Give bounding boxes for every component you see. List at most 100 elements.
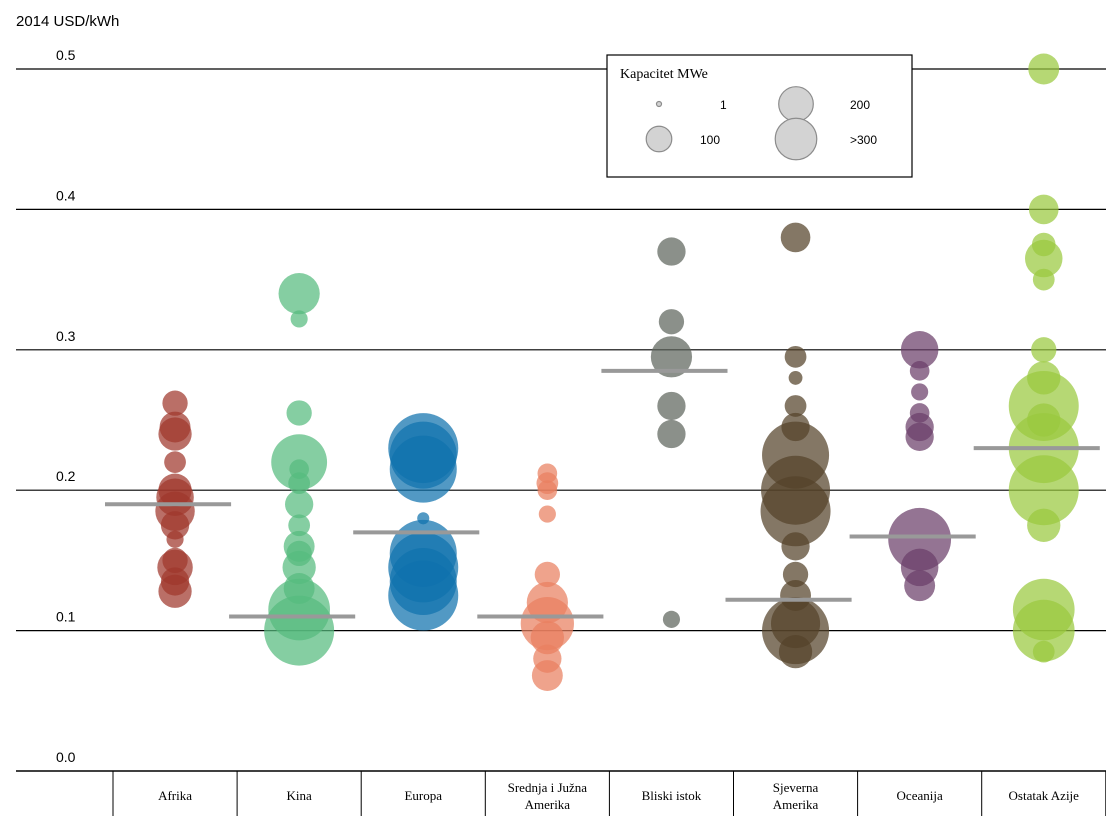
y-tick-label: 0.5 [56, 47, 76, 63]
bubble [781, 532, 810, 561]
bubble [1032, 268, 1055, 291]
category-label-srednja-i-juzna-amerika: Amerika [525, 797, 571, 812]
legend-bubble-100 [645, 125, 673, 153]
category-label-oceanija: Oceanija [897, 788, 943, 803]
legend: Kapacitet MWe 1 200 100 >300 [606, 54, 913, 178]
bubble [162, 390, 188, 416]
bubble [1008, 455, 1079, 526]
bubble [657, 237, 686, 266]
series-afrika [155, 390, 195, 608]
legend-bubble [774, 117, 818, 161]
y-tick-layer: 0.0 0.1 0.2 0.3 0.4 0.5 [56, 47, 76, 765]
y-tick-label: 0.4 [56, 187, 76, 203]
bubble [770, 599, 821, 649]
bubble [389, 435, 457, 503]
bubble [537, 463, 558, 484]
y-tick-label: 0.1 [56, 609, 76, 625]
bubble [650, 336, 693, 378]
bubble [888, 507, 952, 571]
bubble [160, 567, 190, 596]
bubble [537, 480, 558, 501]
bubble [781, 412, 810, 442]
bubble [162, 547, 188, 574]
bubble [911, 383, 929, 401]
legend-size-label: 1 [720, 98, 727, 112]
bubble [762, 421, 830, 489]
bubble [1028, 194, 1059, 225]
bubble [288, 514, 311, 537]
bubble [534, 561, 560, 588]
bubble [788, 370, 803, 385]
bubble [657, 391, 686, 421]
bubble [1031, 232, 1056, 257]
y-tick-label: 0.0 [56, 749, 76, 765]
series-oceanija [888, 331, 952, 602]
series-europa [388, 413, 459, 631]
bubble [526, 581, 568, 624]
legend-bubble-300 [774, 117, 818, 161]
bubble [909, 403, 930, 423]
category-label-srednja-i-juzna-amerika: Srednja i Južna [508, 780, 588, 795]
legend-box [606, 54, 913, 178]
bubble [290, 310, 308, 328]
x-axis: Afrika Kina Europa Srednja i Južna Amerika Bl… [16, 770, 1106, 816]
legend-bubble [645, 125, 673, 153]
bubble [658, 309, 685, 335]
bubble [289, 459, 309, 479]
bubble [780, 580, 812, 611]
average-line-layer [105, 368, 1100, 619]
series-kina [264, 273, 335, 666]
legend-bubble [655, 100, 663, 108]
legend-bubble-200 [778, 86, 814, 122]
legend-bubble-1 [655, 100, 663, 108]
bubble [164, 451, 186, 473]
bubble [1028, 53, 1060, 85]
y-tick-label: 0.2 [56, 468, 76, 484]
bubble [158, 473, 192, 507]
bubble [160, 511, 190, 540]
legend-size-label: >300 [850, 133, 877, 147]
legend-size-label: 200 [850, 98, 870, 112]
bubble [1027, 508, 1061, 542]
bubble [283, 573, 315, 604]
category-label-sjeverna-amerika: Amerika [773, 797, 819, 812]
legend-size-label: 100 [700, 133, 720, 147]
bubble [784, 345, 807, 368]
bubble [268, 578, 331, 641]
series-sjeverna-amerika [760, 222, 831, 669]
category-label-europa: Europa [404, 788, 442, 803]
bubble [286, 400, 312, 426]
bubble [909, 361, 930, 381]
bubble-layer [155, 53, 1079, 691]
category-label-bliski-istok: Bliski istok [642, 788, 702, 803]
category-label-kina: Kina [287, 788, 313, 803]
bubble [657, 419, 686, 449]
bubble [533, 644, 562, 673]
bubble [1027, 361, 1061, 395]
bubble [278, 273, 320, 315]
bubble [288, 472, 311, 495]
bubble [1031, 337, 1057, 363]
category-label-sjeverna-amerika: Sjeverna [773, 780, 819, 795]
category-label-afrika: Afrika [158, 788, 192, 803]
bubble [286, 540, 312, 567]
y-axis-label: 2014 USD/kWh [16, 13, 119, 30]
bubble [900, 331, 939, 369]
bubble [389, 547, 457, 615]
category-label-ostatak-azije: Ostatak Azije [1009, 788, 1080, 803]
grid-layer [16, 68, 1106, 632]
bubble [782, 561, 809, 588]
bubble [159, 411, 191, 443]
bubble [784, 395, 807, 417]
bubble [285, 490, 314, 519]
bubble [1027, 403, 1061, 437]
bubble [417, 512, 430, 525]
series-bliski-istok [650, 237, 693, 628]
bubble [166, 530, 184, 548]
bubble [904, 570, 936, 602]
bubble [1012, 599, 1075, 662]
bubble [530, 620, 564, 655]
bubble [778, 635, 813, 669]
y-tick-label: 0.3 [56, 328, 76, 344]
